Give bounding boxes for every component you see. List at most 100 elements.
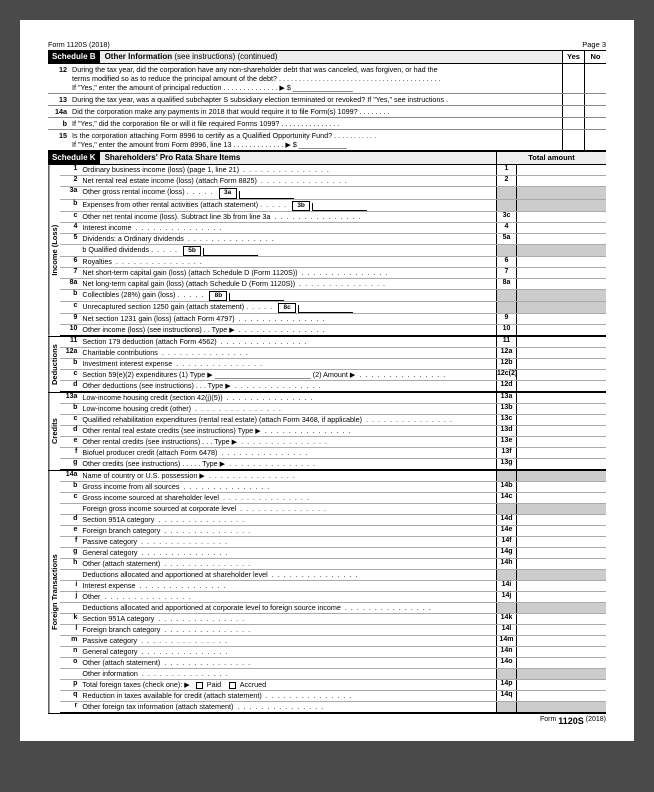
amount-field [516, 603, 606, 613]
line-text: Interest expense . . . . . . . . . . . .… [80, 581, 496, 591]
inline-field[interactable] [203, 248, 258, 256]
line-ref-box [496, 570, 516, 580]
line-row: 4Interest income . . . . . . . . . . . .… [60, 223, 606, 234]
line-num: g [60, 548, 80, 558]
line-row: 7Net short-term capital gain (loss) (att… [60, 268, 606, 279]
amount-field[interactable] [516, 526, 606, 536]
amount-field[interactable] [516, 625, 606, 635]
q15-l2: If "Yes," enter the amount from Form 899… [72, 140, 231, 149]
line-row: nGeneral category . . . . . . . . . . . … [60, 647, 606, 658]
paid-checkbox[interactable] [196, 682, 203, 689]
amount-field[interactable] [516, 176, 606, 186]
amount-field [516, 290, 606, 301]
line-ref-box: 14f [496, 537, 516, 547]
line-text: Foreign branch category . . . . . . . . … [80, 526, 496, 536]
line-num: e [60, 437, 80, 447]
line-text: Other information . . . . . . . . . . . … [80, 669, 496, 679]
schedule-k-label: Schedule K [48, 152, 100, 164]
line-text: Foreign branch category . . . . . . . . … [80, 625, 496, 635]
q14b-no[interactable] [584, 118, 606, 129]
amount-field[interactable] [516, 404, 606, 414]
line-row: 6Royalties . . . . . . . . . . . . . . .… [60, 257, 606, 268]
line-num: h [60, 559, 80, 569]
line-row: pTotal foreign taxes (check one): ▶ Paid… [60, 680, 606, 691]
amount-field[interactable] [516, 691, 606, 701]
amount-field[interactable] [516, 337, 606, 347]
q15-num: 15 [48, 130, 70, 150]
page-number: Page 3 [582, 40, 606, 49]
line-row: gOther credits (see instructions) . . . … [60, 459, 606, 470]
amount-field[interactable] [516, 493, 606, 503]
amount-field[interactable] [516, 426, 606, 436]
line-row: lForeign branch category . . . . . . . .… [60, 625, 606, 636]
amount-field[interactable] [516, 223, 606, 233]
line-text: Total foreign taxes (check one): ▶ Paid … [80, 680, 496, 690]
line-ref-box: 14k [496, 614, 516, 624]
q13-yes[interactable] [562, 94, 584, 105]
line-text: Unrecaptured section 1250 gain (attach s… [80, 302, 496, 313]
line-num: m [60, 636, 80, 646]
amount-field[interactable] [516, 325, 606, 335]
amount-field[interactable] [516, 212, 606, 222]
amount-field[interactable] [516, 559, 606, 569]
amount-field[interactable] [516, 548, 606, 558]
amount-field[interactable] [516, 636, 606, 646]
question-15: 15 Is the corporation attaching Form 899… [48, 130, 606, 151]
q14a-yes[interactable] [562, 106, 584, 117]
line-num: 6 [60, 257, 80, 267]
q15-yes[interactable] [562, 130, 584, 150]
inline-field[interactable] [239, 191, 294, 199]
inline-field[interactable] [312, 203, 367, 211]
amount-field[interactable] [516, 515, 606, 525]
line-text: Net section 1231 gain (loss) (attach For… [80, 314, 496, 324]
amount-field[interactable] [516, 393, 606, 403]
amount-field[interactable] [516, 268, 606, 278]
amount-field[interactable] [516, 537, 606, 547]
amount-field[interactable] [516, 234, 606, 244]
line-ref-box: 14n [496, 647, 516, 657]
line-row: cQualified rehabilitation expenditures (… [60, 415, 606, 426]
schedule-k-header: Schedule K Shareholders' Pro Rata Share … [48, 151, 606, 165]
total-amount-header: Total amount [496, 152, 606, 164]
amount-field[interactable] [516, 348, 606, 358]
amount-field[interactable] [516, 647, 606, 657]
amount-field[interactable] [516, 448, 606, 458]
q15-no[interactable] [584, 130, 606, 150]
accrued-checkbox[interactable] [229, 682, 236, 689]
q13-no[interactable] [584, 94, 606, 105]
line-ref-box: 14p [496, 680, 516, 690]
line-ref-box: 14g [496, 548, 516, 558]
q15-l1: Is the corporation attaching Form 8996 t… [72, 131, 332, 140]
q12-no[interactable] [584, 64, 606, 93]
q14a-no[interactable] [584, 106, 606, 117]
amount-field[interactable] [516, 314, 606, 324]
line-text: Gross income sourced at shareholder leve… [80, 493, 496, 503]
line-num: b [60, 359, 80, 369]
q12-l2: terms modified so as to reduce the princ… [72, 74, 277, 83]
amount-field[interactable] [516, 415, 606, 425]
line-text: Passive category . . . . . . . . . . . .… [80, 537, 496, 547]
amount-field[interactable] [516, 165, 606, 175]
line-ref-box [496, 290, 516, 301]
line-row: 2Net rental real estate income (loss) (a… [60, 176, 606, 187]
amount-field[interactable] [516, 482, 606, 492]
amount-field[interactable] [516, 359, 606, 369]
q12-yes[interactable] [562, 64, 584, 93]
inline-field[interactable] [298, 305, 353, 313]
amount-field[interactable] [516, 581, 606, 591]
inline-field[interactable] [229, 293, 284, 301]
amount-field[interactable] [516, 370, 606, 380]
line-row: 11Section 179 deduction (attach Form 456… [60, 337, 606, 348]
amount-field[interactable] [516, 592, 606, 602]
amount-field[interactable] [516, 459, 606, 469]
amount-field[interactable] [516, 279, 606, 289]
amount-field[interactable] [516, 614, 606, 624]
amount-field[interactable] [516, 680, 606, 690]
amount-field[interactable] [516, 437, 606, 447]
amount-field[interactable] [516, 658, 606, 668]
line-row: 14aName of country or U.S. possession ▶ … [60, 471, 606, 482]
amount-field[interactable] [516, 381, 606, 391]
amount-field[interactable] [516, 257, 606, 267]
q14b-yes[interactable] [562, 118, 584, 129]
line-row: 10Other income (loss) (see instructions)… [60, 325, 606, 336]
